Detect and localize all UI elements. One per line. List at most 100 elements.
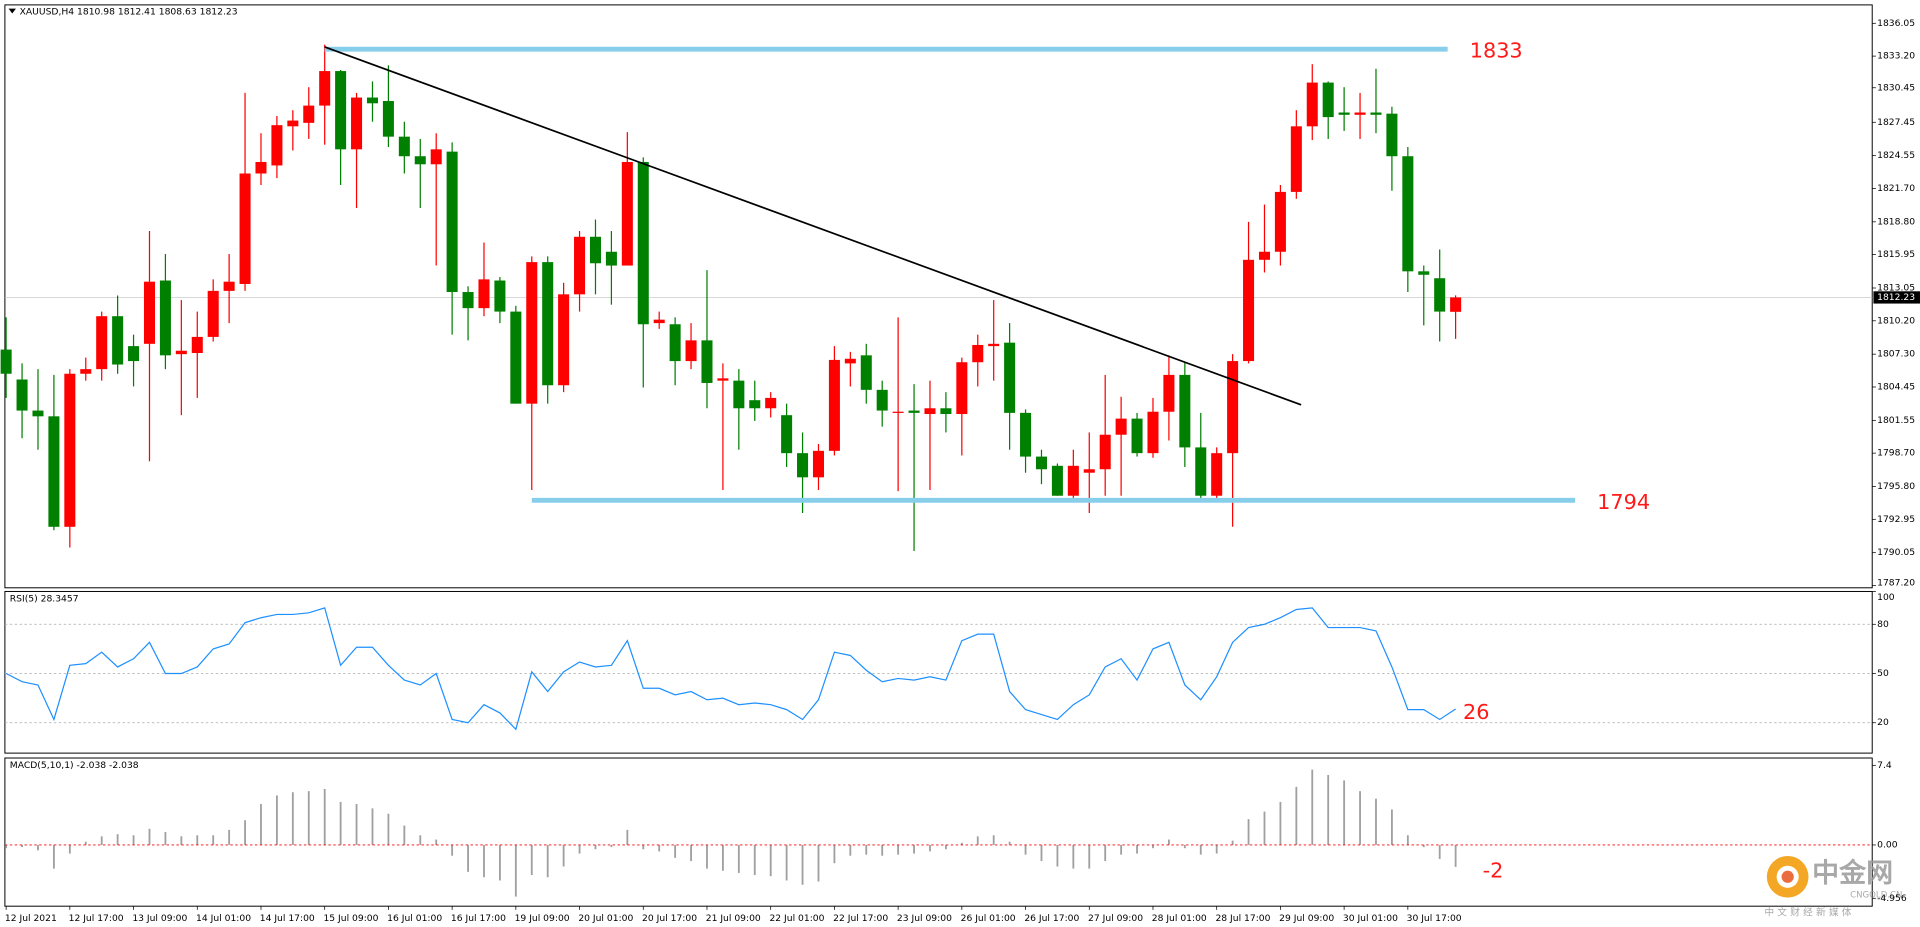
y-tick-label: 50 bbox=[1877, 668, 1889, 679]
x-tick-label: 15 Jul 09:00 bbox=[323, 913, 378, 924]
candle-body bbox=[366, 97, 378, 104]
candle-body bbox=[749, 400, 761, 409]
y-tick-label: 1836.05 bbox=[1877, 18, 1915, 29]
candle-body bbox=[717, 378, 729, 381]
candle-body bbox=[1290, 126, 1302, 192]
rsi-annotation: 26 bbox=[1463, 700, 1489, 724]
candle-body bbox=[1338, 112, 1350, 115]
logo-slogan: 中 文 财 经 新 媒 体 bbox=[1764, 905, 1851, 918]
y-tick-label: -4.956 bbox=[1877, 893, 1907, 904]
x-tick-label: 16 Jul 17:00 bbox=[451, 913, 506, 924]
x-tick-label: 12 Jul 17:00 bbox=[69, 913, 124, 924]
candle-body bbox=[1386, 113, 1398, 157]
x-tick-label: 20 Jul 17:00 bbox=[642, 913, 697, 924]
candle-body bbox=[908, 410, 920, 413]
candle-body bbox=[1163, 374, 1175, 412]
x-tick-label: 26 Jul 17:00 bbox=[1024, 913, 1079, 924]
x-tick-label: 21 Jul 09:00 bbox=[706, 913, 761, 924]
x-tick-label: 23 Jul 09:00 bbox=[897, 913, 952, 924]
rsi-panel bbox=[4, 590, 1873, 754]
y-tick-label: 1821.70 bbox=[1877, 183, 1915, 194]
y-tick-label: 1804.45 bbox=[1877, 381, 1915, 392]
candle-body bbox=[972, 344, 984, 363]
x-tick-label: 13 Jul 09:00 bbox=[132, 913, 187, 924]
candle-body bbox=[956, 362, 968, 415]
y-tick-label: 1830.45 bbox=[1877, 82, 1915, 93]
candle-body bbox=[892, 411, 904, 413]
candle-body bbox=[1211, 453, 1223, 496]
candle-body bbox=[701, 340, 713, 383]
candle-body bbox=[1418, 271, 1430, 275]
candle-body bbox=[80, 369, 92, 374]
candle-body bbox=[478, 279, 490, 309]
candle-body bbox=[1179, 374, 1191, 448]
candle-body bbox=[494, 280, 506, 312]
candle-body bbox=[733, 380, 745, 409]
candle-body bbox=[589, 236, 601, 264]
watermark: 中金网 CNGOLD.CN 中 文 财 经 新 媒 体 bbox=[1764, 855, 1902, 918]
x-tick-label: 30 Jul 17:00 bbox=[1407, 913, 1462, 924]
candle-body bbox=[1306, 82, 1318, 127]
candle-body bbox=[271, 125, 283, 166]
x-tick-label: 28 Jul 17:00 bbox=[1215, 913, 1270, 924]
candle-body bbox=[143, 281, 155, 344]
x-tick-label: 27 Jul 09:00 bbox=[1088, 913, 1143, 924]
candle-body bbox=[526, 262, 538, 404]
candle-body bbox=[255, 161, 267, 174]
candle-body bbox=[446, 151, 458, 293]
x-tick-label: 26 Jul 01:00 bbox=[961, 913, 1016, 924]
macd-annotation: -2 bbox=[1483, 858, 1504, 882]
y-tick-label: 1810.20 bbox=[1877, 315, 1915, 326]
candle-body bbox=[876, 389, 888, 411]
candle-body bbox=[812, 450, 824, 478]
candle-body bbox=[685, 340, 697, 362]
candle-body bbox=[128, 346, 140, 362]
candle-body bbox=[1274, 191, 1286, 252]
candle-body bbox=[1450, 297, 1462, 312]
x-tick-label: 22 Jul 17:00 bbox=[833, 913, 888, 924]
candle-body bbox=[191, 336, 203, 354]
x-tick-label: 28 Jul 01:00 bbox=[1152, 913, 1207, 924]
candle-body bbox=[1402, 156, 1414, 272]
candle-body bbox=[1099, 434, 1111, 470]
y-tick-label: 1813.05 bbox=[1877, 283, 1915, 294]
y-tick-label: 0.00 bbox=[1877, 839, 1898, 850]
candle-body bbox=[574, 236, 586, 295]
candle-body bbox=[988, 343, 1000, 347]
candle-body bbox=[1067, 465, 1079, 496]
candle-body bbox=[398, 136, 410, 157]
candle-body bbox=[239, 173, 251, 284]
candle-body bbox=[175, 350, 187, 355]
x-tick-label: 29 Jul 09:00 bbox=[1279, 913, 1334, 924]
macd-panel bbox=[4, 757, 1873, 907]
y-tick-label: 20 bbox=[1877, 717, 1889, 728]
candle-body bbox=[828, 359, 840, 451]
x-tick-label: 14 Jul 01:00 bbox=[196, 913, 251, 924]
y-tick-label: 1798.70 bbox=[1877, 448, 1915, 459]
candle-body bbox=[1370, 112, 1382, 115]
candle-body bbox=[32, 410, 44, 417]
candle-body bbox=[430, 149, 442, 165]
x-tick-label: 14 Jul 17:00 bbox=[260, 913, 315, 924]
candle-body bbox=[765, 397, 777, 409]
y-tick-label: 80 bbox=[1877, 619, 1889, 630]
candle-body bbox=[1243, 259, 1255, 362]
candle-body bbox=[1004, 342, 1016, 413]
chart-title: XAUUSD,H4 1810.98 1812.41 1808.63 1812.2… bbox=[20, 7, 238, 18]
trend-line bbox=[324, 46, 1302, 406]
candle-body bbox=[335, 71, 347, 150]
candle-body bbox=[223, 281, 235, 291]
candle-body bbox=[669, 324, 681, 362]
y-tick-label: 1815.95 bbox=[1877, 249, 1915, 260]
x-tick-label: 19 Jul 09:00 bbox=[515, 913, 570, 924]
candle-body bbox=[1083, 469, 1095, 473]
candle-body bbox=[351, 97, 363, 150]
candle-body bbox=[1227, 361, 1239, 454]
candle-body bbox=[414, 156, 426, 165]
logo-site: CNGOLD.CN bbox=[1850, 891, 1902, 901]
candle-body bbox=[1434, 278, 1446, 312]
rsi-line bbox=[5, 607, 1456, 731]
candle-body bbox=[207, 290, 219, 337]
y-tick-label: 1818.80 bbox=[1877, 216, 1915, 227]
logo-name: 中金网 bbox=[1812, 857, 1893, 889]
